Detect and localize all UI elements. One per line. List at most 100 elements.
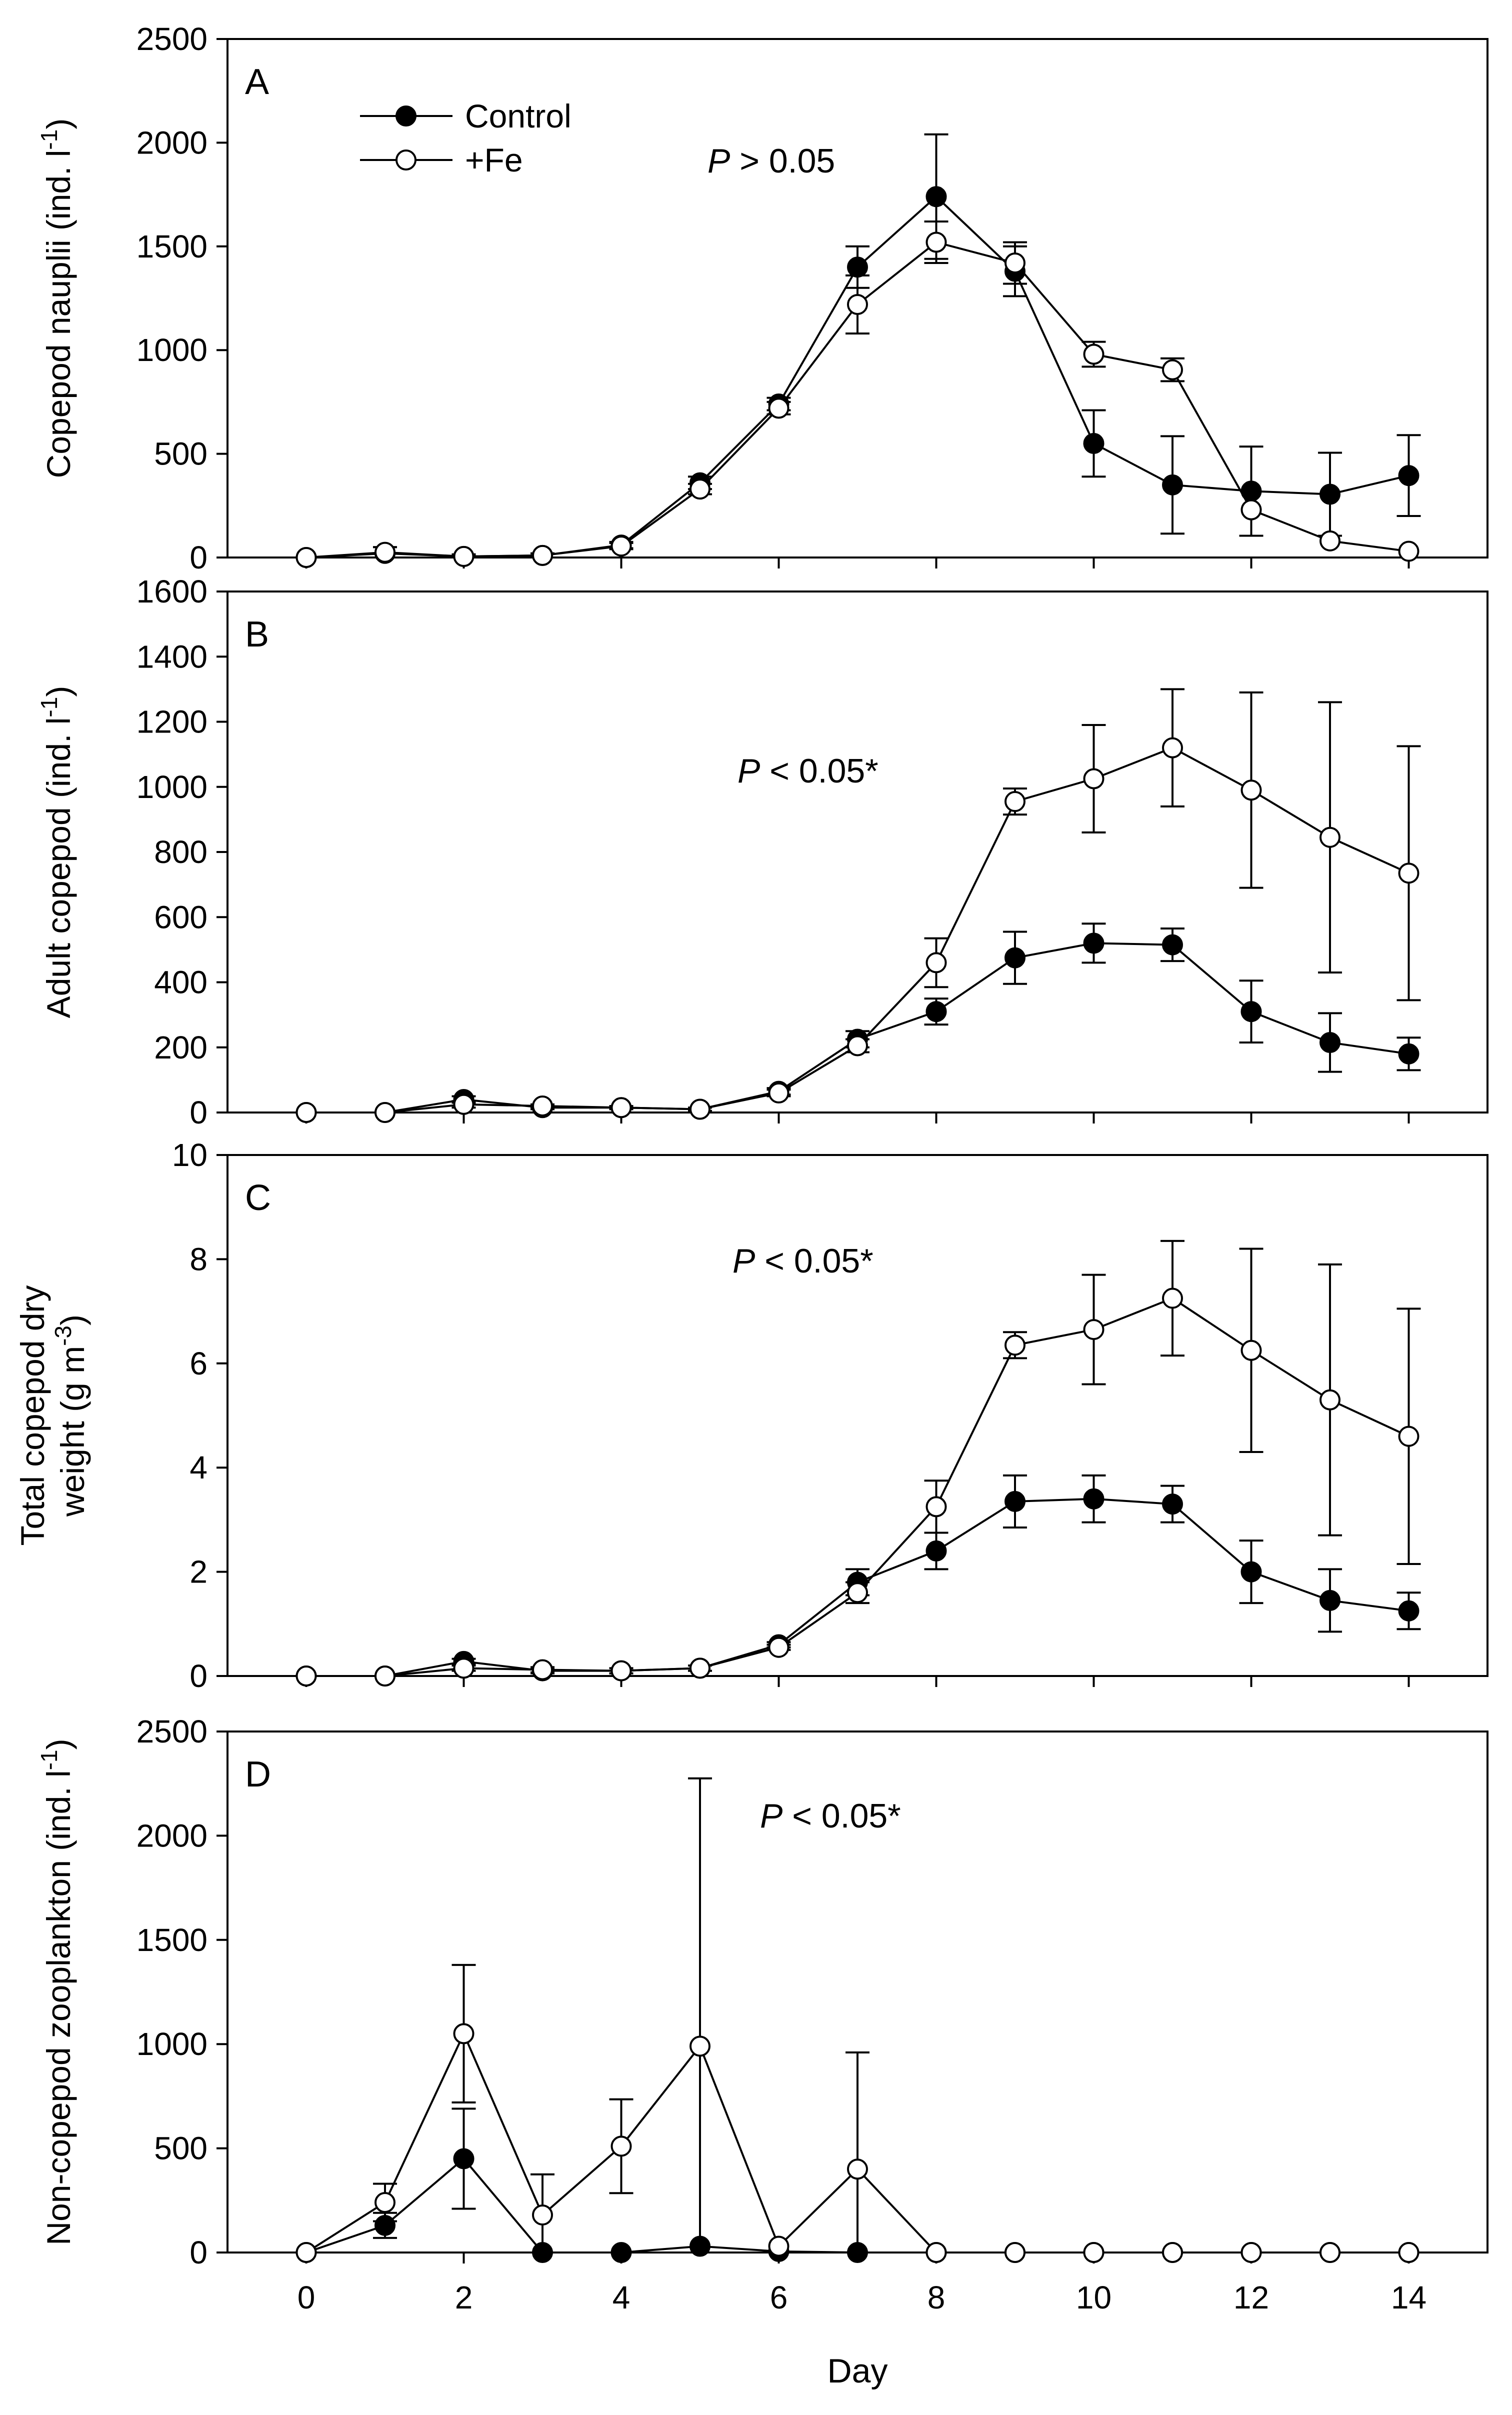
data-point-fe: [610, 2136, 632, 2157]
data-point-fe: [1398, 540, 1420, 562]
x-tick-label: 12: [1234, 2280, 1269, 2316]
data-point-fe: [926, 232, 947, 253]
y-tick-label: 800: [154, 834, 208, 870]
data-point-fe: [1320, 1389, 1340, 1410]
legend-marker-fe: [396, 150, 416, 170]
stat-value: < 0.05*: [760, 752, 878, 790]
y-axis-label-close: ): [40, 118, 77, 130]
data-point-fe: [690, 1098, 710, 1120]
data-point-control: [926, 186, 947, 208]
data-point-fe: [1004, 252, 1026, 274]
panel-d: 0 500 1000 1500 2000 2500 0 2 4 6 8 10 12 14 D P < 0.05…: [36, 1714, 1488, 2390]
legend-marker-control: [396, 106, 416, 126]
y-tick-label: 10: [172, 1137, 208, 1173]
data-point-fe: [1083, 344, 1104, 365]
data-point-fe: [768, 1636, 790, 1658]
y-tick-label: 0: [190, 2234, 208, 2270]
data-point-control: [374, 2214, 396, 2236]
plot-frame: [226, 38, 1488, 558]
y-axis-label-superscript: -3: [50, 1326, 76, 1346]
data-point-fe: [768, 1082, 790, 1104]
y-tick-label: 2500: [136, 1714, 208, 1750]
y-axis-label: weight (g m-3): [50, 1314, 91, 1517]
data-point-fe: [926, 2242, 947, 2263]
data-point-fe: [1398, 2242, 1420, 2263]
data-point-fe: [610, 1660, 632, 1682]
legend-label-fe: +Fe: [465, 142, 523, 178]
stat-value: < 0.05*: [782, 1797, 900, 1835]
series-line-fe: [306, 746, 1410, 1114]
data-point-control: [1240, 1561, 1262, 1582]
data-point-control: [1004, 947, 1026, 968]
data-point-fe: [1240, 1340, 1262, 1361]
data-point-fe: [1398, 1426, 1420, 1447]
y-tick-label: 0: [190, 1658, 208, 1694]
data-point-fe: [1162, 359, 1183, 380]
data-point-fe: [768, 2236, 790, 2257]
stat-value: < 0.05*: [755, 1242, 873, 1280]
data-point-control: [1398, 1600, 1420, 1622]
data-point-control: [1320, 1032, 1340, 1053]
y-tick-label: 0: [190, 1094, 208, 1130]
data-point-fe: [374, 1102, 396, 1123]
data-point-control: [1320, 1590, 1340, 1611]
y-tick-label: 400: [154, 964, 208, 1000]
y-tick-label: 8: [190, 1241, 208, 1277]
data-point-fe: [532, 2204, 553, 2226]
data-point-fe: [1004, 1334, 1026, 1356]
data-point-fe: [1162, 737, 1183, 758]
x-tick-label: 10: [1076, 2280, 1112, 2316]
y-axis-label: Adult copepod (ind. l-1): [36, 686, 77, 1018]
data-point-fe: [768, 398, 790, 419]
y-tick-label: 2000: [136, 1818, 208, 1854]
y-axis-label-main: Copepod nauplii (ind. l: [40, 150, 77, 478]
data-point-control: [926, 1001, 947, 1022]
data-point-fe: [847, 294, 868, 315]
panel-letter: D: [245, 1754, 271, 1794]
stat-annotation: P > 0.05: [708, 142, 835, 180]
data-point-fe: [1083, 2242, 1104, 2263]
y-axis-label-superscript: -1: [36, 1750, 62, 1770]
panel-letter: A: [245, 62, 269, 102]
y-tick-label: 6: [190, 1346, 208, 1382]
stat-annotation: P < 0.05*: [760, 1797, 901, 1835]
data-point-fe: [453, 2023, 474, 2044]
data-point-fe: [374, 542, 396, 563]
data-point-control: [1162, 934, 1183, 956]
data-point-control: [1398, 1043, 1420, 1064]
data-point-fe: [1240, 780, 1262, 801]
data-point-control: [1398, 465, 1420, 486]
y-axis-label-close: ): [54, 1314, 91, 1326]
data-point-control: [1320, 484, 1340, 505]
data-point-control: [1083, 932, 1104, 954]
y-tick-label: 1000: [136, 332, 208, 368]
data-point-control: [847, 2242, 868, 2263]
data-point-control: [1004, 1490, 1026, 1512]
data-point-fe: [847, 1582, 868, 1604]
data-point-control: [610, 2242, 632, 2263]
data-point-fe: [926, 952, 947, 974]
y-tick-label: 1500: [136, 228, 208, 264]
data-point-fe: [1083, 768, 1104, 790]
data-point-fe: [690, 2036, 710, 2057]
panel-letter: B: [245, 614, 269, 654]
x-tick-label: 2: [455, 2280, 473, 2316]
stat-p-symbol: P: [708, 142, 730, 180]
data-point-control: [1240, 480, 1262, 502]
data-point-control: [1083, 1488, 1104, 1510]
panel-letter: C: [245, 1178, 271, 1218]
data-point-fe: [690, 478, 710, 500]
data-point-fe: [1320, 530, 1340, 552]
y-axis-label-main: weight (g m: [54, 1346, 91, 1517]
data-point-fe: [926, 1496, 947, 1518]
data-point-control: [1162, 1494, 1183, 1515]
panel-b: 0 200 400 600 800 1000 1200 1400 1600 B P < 0.05* A…: [36, 574, 1488, 1130]
y-tick-label: 2000: [136, 124, 208, 160]
data-point-control: [1162, 474, 1183, 496]
legend-label-control: Control: [465, 98, 572, 134]
y-axis-label-main: Non-copepod zooplankton (ind. l: [40, 1770, 77, 2245]
data-point-fe: [532, 1659, 553, 1680]
y-tick-label: 1500: [136, 1922, 208, 1958]
y-tick-label: 4: [190, 1450, 208, 1486]
data-point-fe: [1162, 2242, 1183, 2263]
